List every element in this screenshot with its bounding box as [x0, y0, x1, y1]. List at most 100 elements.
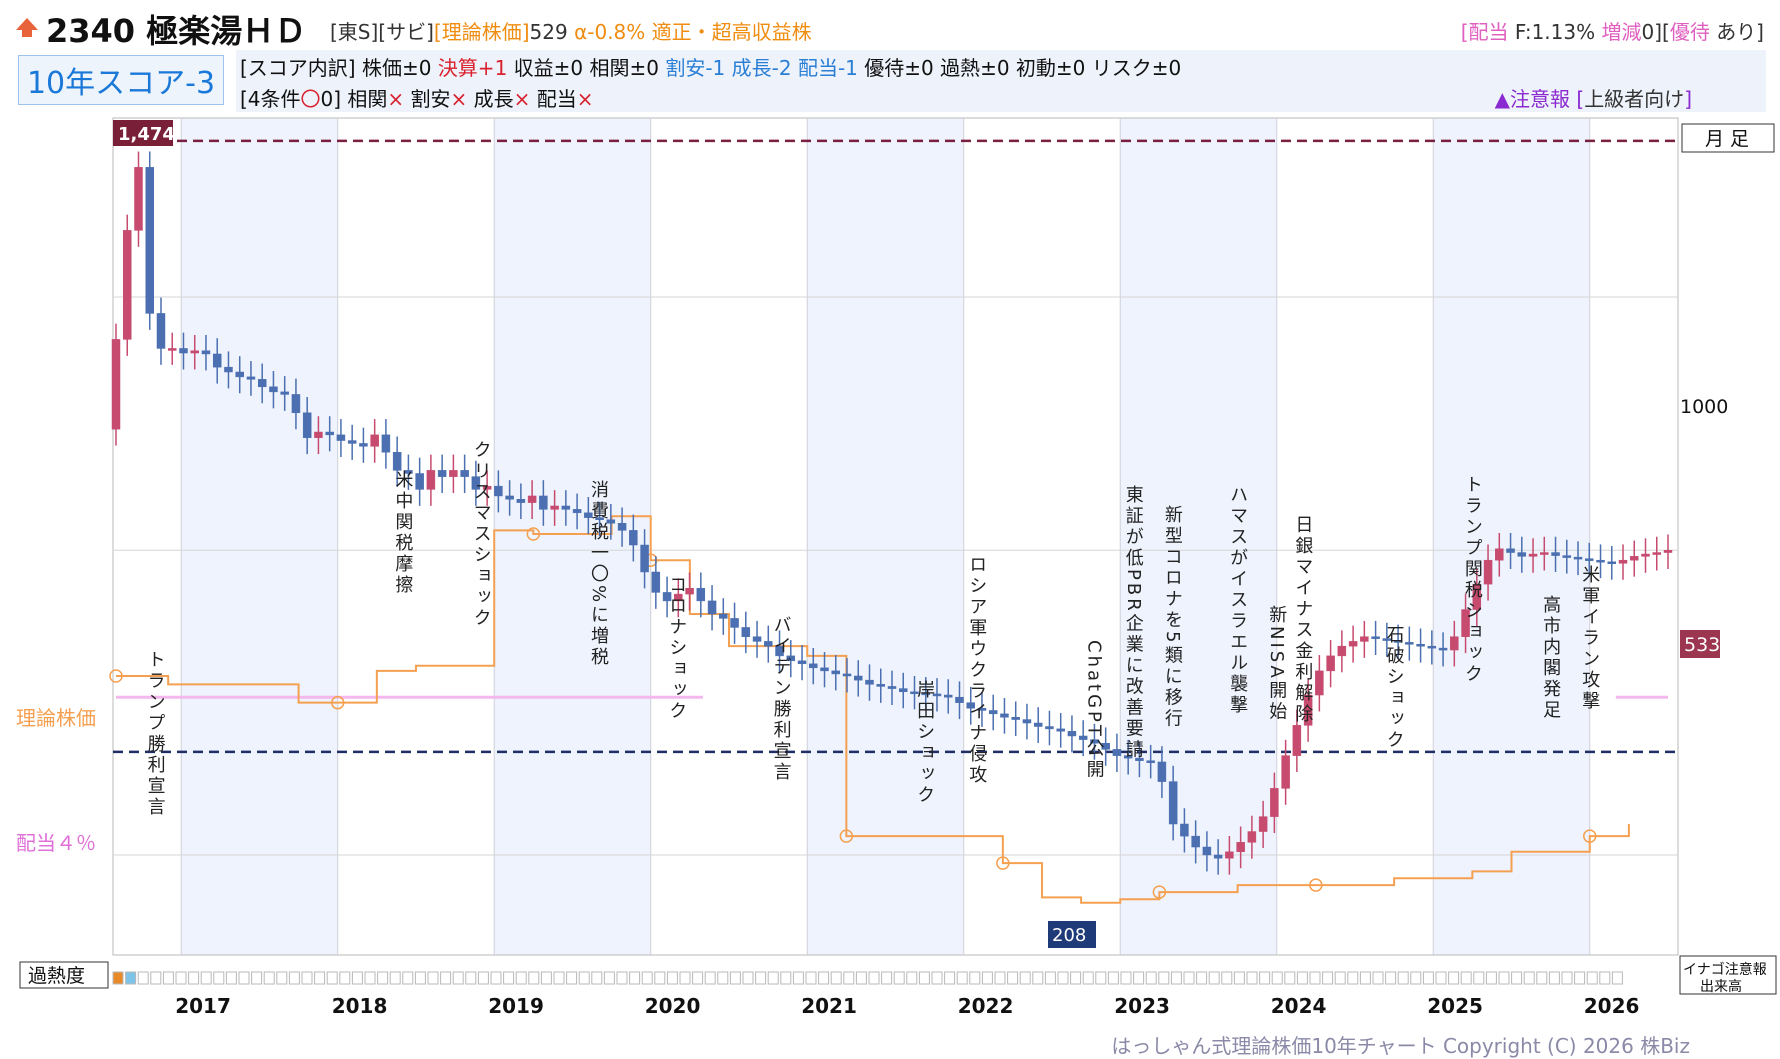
current-label: 533 [1684, 634, 1720, 656]
candle-body [224, 366, 233, 373]
candle-body [1517, 552, 1527, 557]
candle-body [775, 645, 784, 657]
candle-body [820, 667, 829, 672]
heat-cell [1158, 971, 1170, 985]
score-conditions: [4条件〇0] 相関× 割安× 成長× 配当× [240, 83, 594, 112]
candle-body [1135, 757, 1144, 761]
candle-body [1180, 823, 1189, 837]
candle-body [674, 593, 683, 602]
candle-body [943, 694, 953, 698]
heat-cell [1460, 971, 1472, 985]
heat-cell [855, 971, 867, 985]
candle-body [336, 434, 346, 441]
line1-part: 割安-1 成長-2 配当-1 [665, 56, 865, 80]
heat-cell [276, 971, 288, 985]
event-label: 消費税一〇%に増税 [588, 480, 609, 668]
heat-cell [868, 971, 880, 985]
candle-body [1270, 788, 1279, 817]
candle-body [1078, 735, 1088, 740]
candle-body [235, 371, 244, 378]
candle-body [831, 670, 841, 675]
heat-cell [792, 971, 804, 985]
theory-label: [理論株価] [433, 20, 530, 44]
heat-cell [1284, 971, 1296, 985]
candle-body [595, 517, 604, 520]
heat-cell [1422, 971, 1434, 985]
heat-cell [742, 971, 754, 985]
candle-body [539, 495, 548, 510]
heat-cell [994, 971, 1006, 985]
heat-cell [755, 971, 767, 985]
candle-body [201, 350, 211, 355]
candle-body [606, 519, 616, 524]
candle-body [1000, 713, 1009, 718]
heat-cell [717, 971, 729, 985]
candle-body [381, 434, 391, 453]
candle-body [572, 509, 582, 514]
candle-body [1596, 559, 1605, 563]
candle-body [1641, 553, 1650, 557]
heat-cell [339, 971, 351, 985]
candle-body [1360, 636, 1369, 642]
heat-cell [389, 971, 401, 985]
heat-cell [1485, 971, 1497, 985]
event-label: バイデン勝利宣言 [771, 615, 792, 783]
x-tick-label: 2024 [1271, 994, 1327, 1018]
heat-cell [1347, 971, 1359, 985]
candle-body [167, 348, 177, 351]
heat-cell [1322, 971, 1334, 985]
heat-cell [288, 971, 300, 985]
heat-cell [1473, 971, 1485, 985]
candle-body [145, 167, 154, 314]
event-label: トランプ関税ショック [1462, 475, 1483, 685]
heat-cell [427, 971, 439, 985]
dividend-info: [配当 F:1.13% 増減0][優待 あり] [1461, 16, 1764, 45]
candle-body [696, 588, 706, 602]
candle-body [955, 696, 964, 703]
heat-cell [477, 971, 489, 985]
candle-body [1607, 561, 1617, 565]
heat-cell [528, 971, 540, 985]
theory-marker [839, 829, 854, 843]
inc-value: 0][ [1641, 20, 1670, 44]
heat-cell [692, 971, 704, 985]
up-arrow-icon [16, 18, 38, 30]
warning-open: [ [1576, 87, 1585, 111]
year-band [1120, 118, 1277, 955]
line1-part: 優待±0 過熱±0 初動±0 リスク±0 [864, 56, 1182, 80]
copyright: はっしゃん式理論株価10年チャート Copyright (C) 2026 株Bi… [1111, 1034, 1690, 1058]
heat-cell [553, 971, 565, 985]
heat-cell [1309, 971, 1321, 985]
candle-body [561, 505, 571, 510]
candle-body [516, 499, 526, 503]
candle-body [617, 523, 627, 531]
heat-cell [1183, 971, 1195, 985]
candle-body [494, 485, 503, 497]
heat-cell [767, 971, 779, 985]
line2-part: × [576, 87, 594, 111]
candle-body [1157, 761, 1167, 782]
candle-body [685, 588, 694, 595]
candle-body [1337, 645, 1347, 657]
x-tick-label: 2019 [488, 994, 544, 1018]
heat-cell [1385, 971, 1397, 985]
candle-body [1191, 835, 1200, 848]
heat-cell [503, 971, 515, 985]
line1-part: 収益±0 相関±0 [513, 56, 666, 80]
candle-body [437, 470, 447, 477]
heat-cell [125, 971, 137, 985]
heat-cell [906, 971, 918, 985]
heat-cell [225, 971, 237, 985]
candle-body [640, 544, 649, 573]
candle-body [1315, 670, 1324, 696]
heat-cell [1070, 971, 1082, 985]
heat-cell [1410, 971, 1422, 985]
theory-marker [996, 856, 1010, 870]
heat-cell [515, 971, 527, 985]
div4-axis-label: 配当４％ [16, 831, 96, 855]
candle-body [302, 412, 312, 438]
candle-body [1033, 722, 1043, 727]
candle-body [1326, 655, 1335, 672]
candle-body [482, 485, 492, 490]
year-band [807, 118, 964, 955]
